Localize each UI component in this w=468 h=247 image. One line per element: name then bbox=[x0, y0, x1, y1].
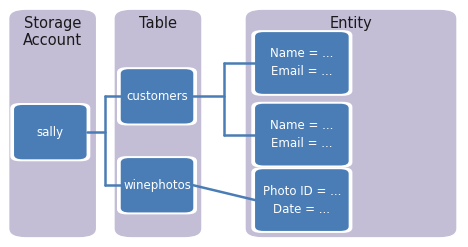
FancyBboxPatch shape bbox=[255, 32, 349, 94]
Text: customers: customers bbox=[126, 90, 188, 103]
FancyBboxPatch shape bbox=[10, 103, 90, 161]
Text: sally: sally bbox=[37, 126, 64, 139]
FancyBboxPatch shape bbox=[121, 69, 193, 124]
Text: Photo ID = ...
Date = ...: Photo ID = ... Date = ... bbox=[263, 185, 341, 216]
FancyBboxPatch shape bbox=[251, 167, 352, 233]
FancyBboxPatch shape bbox=[246, 10, 456, 237]
FancyBboxPatch shape bbox=[251, 30, 352, 96]
Text: Name = ...
Email = ...: Name = ... Email = ... bbox=[270, 119, 334, 150]
FancyBboxPatch shape bbox=[117, 67, 197, 125]
Text: Storage
Account: Storage Account bbox=[23, 16, 82, 48]
FancyBboxPatch shape bbox=[121, 158, 193, 212]
FancyBboxPatch shape bbox=[255, 104, 349, 165]
Text: Name = ...
Email = ...: Name = ... Email = ... bbox=[270, 47, 334, 79]
FancyBboxPatch shape bbox=[251, 102, 352, 167]
FancyBboxPatch shape bbox=[14, 105, 87, 159]
FancyBboxPatch shape bbox=[9, 10, 96, 237]
Text: winephotos: winephotos bbox=[123, 179, 191, 192]
Text: Table: Table bbox=[139, 16, 177, 31]
FancyBboxPatch shape bbox=[255, 169, 349, 231]
Text: Entity: Entity bbox=[329, 16, 373, 31]
FancyBboxPatch shape bbox=[115, 10, 201, 237]
FancyBboxPatch shape bbox=[117, 156, 197, 214]
